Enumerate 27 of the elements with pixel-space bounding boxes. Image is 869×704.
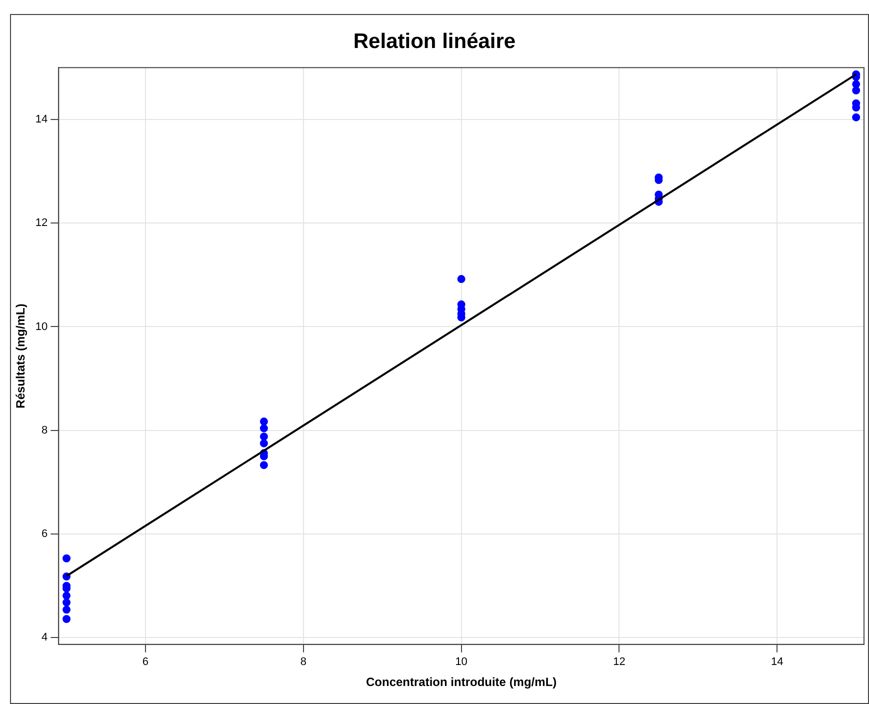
y-tick-label: 12	[35, 217, 48, 230]
x-tick-label: 8	[300, 656, 306, 668]
y-tick-label: 14	[35, 113, 48, 126]
y-tick-label: 8	[42, 424, 48, 436]
point	[260, 424, 268, 432]
x-tick-label: 6	[142, 656, 149, 668]
x-tick-label: 10	[455, 656, 468, 668]
y-tick-label: 6	[42, 528, 48, 540]
x-axis-title: Concentration introduite (mg/mL)	[366, 675, 557, 690]
point	[260, 418, 268, 426]
y-axis-title: Résultats (mg/mL)	[14, 304, 28, 408]
point	[260, 461, 268, 470]
point	[62, 592, 71, 600]
x-tick-label: 12	[613, 656, 626, 668]
chart-title: Relation linéaire	[352, 30, 517, 54]
point	[260, 432, 268, 441]
point	[457, 275, 466, 284]
point	[852, 113, 860, 122]
point	[62, 615, 71, 624]
point	[62, 606, 71, 614]
point	[62, 554, 71, 562]
y-tick-label: 10	[35, 320, 48, 333]
point	[62, 598, 71, 606]
y-tick-label: 4	[42, 632, 48, 644]
x-tick-label: 14	[771, 656, 784, 668]
point	[852, 86, 860, 94]
point	[260, 439, 268, 448]
